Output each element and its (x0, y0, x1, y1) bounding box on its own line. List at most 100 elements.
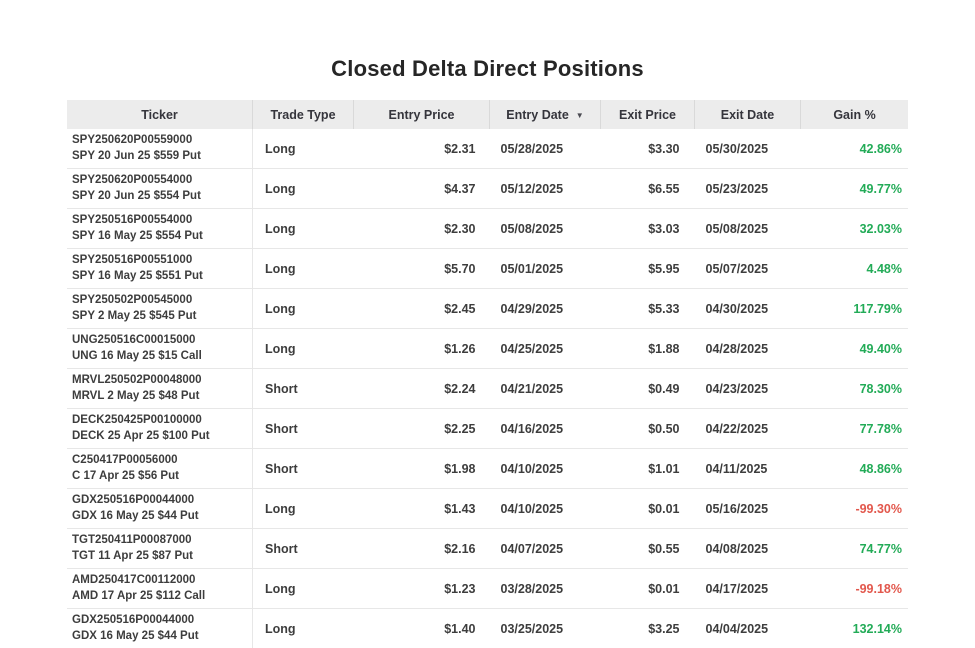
cell-exit_price: $5.95 (601, 249, 695, 289)
column-header-trade_type[interactable]: Trade Type (253, 100, 354, 129)
ticker-description: UNG 16 May 25 $15 Call (72, 349, 248, 364)
column-label: Entry Price (388, 108, 454, 122)
cell-gain_pct: 132.14% (801, 609, 909, 648)
cell-trade_type: Short (253, 369, 354, 409)
cell-trade_type: Long (253, 129, 354, 169)
cell-gain_pct: -99.18% (801, 569, 909, 609)
cell-entry_price: $1.26 (354, 329, 490, 369)
column-header-exit_price[interactable]: Exit Price (601, 100, 695, 129)
cell-exit_price: $0.01 (601, 489, 695, 529)
ticker-symbol: MRVL250502P00048000 (72, 373, 248, 388)
cell-entry_date: 05/28/2025 (490, 129, 601, 169)
cell-entry_date: 05/08/2025 (490, 209, 601, 249)
cell-exit_price: $3.30 (601, 129, 695, 169)
cell-exit_date: 04/08/2025 (695, 529, 801, 569)
ticker-symbol: AMD250417C00112000 (72, 573, 248, 588)
ticker-symbol: GDX250516P00044000 (72, 613, 248, 628)
cell-entry_price: $2.24 (354, 369, 490, 409)
cell-gain_pct: 78.30% (801, 369, 909, 409)
cell-exit_date: 04/28/2025 (695, 329, 801, 369)
column-label: Exit Date (721, 108, 775, 122)
cell-exit_date: 05/23/2025 (695, 169, 801, 209)
column-header-gain_pct[interactable]: Gain % (801, 100, 909, 129)
cell-trade_type: Short (253, 409, 354, 449)
ticker-symbol: C250417P00056000 (72, 453, 248, 468)
cell-entry_date: 03/25/2025 (490, 609, 601, 648)
cell-entry_price: $1.40 (354, 609, 490, 648)
page-title: Closed Delta Direct Positions (0, 0, 975, 82)
cell-exit_price: $0.50 (601, 409, 695, 449)
column-header-entry_date[interactable]: Entry Date ▼ (490, 100, 601, 129)
cell-trade_type: Long (253, 209, 354, 249)
ticker-symbol: UNG250516C00015000 (72, 333, 248, 348)
ticker-description: GDX 16 May 25 $44 Put (72, 629, 248, 644)
column-label: Entry Date (506, 108, 569, 122)
column-header-entry_price[interactable]: Entry Price (354, 100, 490, 129)
cell-entry_date: 04/21/2025 (490, 369, 601, 409)
ticker-symbol: DECK250425P00100000 (72, 413, 248, 428)
cell-exit_date: 04/04/2025 (695, 609, 801, 648)
cell-gain_pct: 48.86% (801, 449, 909, 489)
cell-entry_price: $2.45 (354, 289, 490, 329)
cell-entry_date: 04/29/2025 (490, 289, 601, 329)
cell-gain_pct: 117.79% (801, 289, 909, 329)
cell-entry_date: 04/10/2025 (490, 449, 601, 489)
cell-trade_type: Long (253, 569, 354, 609)
ticker-description: SPY 2 May 25 $545 Put (72, 309, 248, 324)
cell-entry_date: 04/16/2025 (490, 409, 601, 449)
cell-entry_price: $2.16 (354, 529, 490, 569)
cell-exit_price: $3.25 (601, 609, 695, 648)
cell-entry_date: 04/07/2025 (490, 529, 601, 569)
ticker-symbol: SPY250516P00551000 (72, 253, 248, 268)
page: Closed Delta Direct Positions Ticker Trad… (0, 0, 975, 597)
ticker-description: SPY 20 Jun 25 $554 Put (72, 189, 248, 204)
cell-exit_price: $3.03 (601, 209, 695, 249)
column-label: Ticker (141, 108, 178, 122)
column-label: Exit Price (619, 108, 676, 122)
cell-entry_date: 05/01/2025 (490, 249, 601, 289)
cell-exit_date: 05/07/2025 (695, 249, 801, 289)
sort-desc-icon: ▼ (576, 111, 584, 120)
ticker-description: MRVL 2 May 25 $48 Put (72, 389, 248, 404)
ticker-symbol: SPY250516P00554000 (72, 213, 248, 228)
cell-entry_price: $2.25 (354, 409, 490, 449)
cell-trade_type: Long (253, 609, 354, 648)
cell-gain_pct: 49.40% (801, 329, 909, 369)
cell-gain_pct: 77.78% (801, 409, 909, 449)
ticker-symbol: SPY250502P00545000 (72, 293, 248, 308)
ticker-description: SPY 20 Jun 25 $559 Put (72, 149, 248, 164)
ticker-symbol: SPY250620P00559000 (72, 133, 248, 148)
ticker-description: DECK 25 Apr 25 $100 Put (72, 429, 248, 444)
cell-exit_price: $0.49 (601, 369, 695, 409)
ticker-description: GDX 16 May 25 $44 Put (72, 509, 248, 524)
cell-trade_type: Long (253, 169, 354, 209)
cell-entry_price: $4.37 (354, 169, 490, 209)
column-header-ticker[interactable]: Ticker (67, 100, 253, 129)
column-header-exit_date[interactable]: Exit Date (695, 100, 801, 129)
cell-exit_date: 05/30/2025 (695, 129, 801, 169)
column-label: Trade Type (270, 108, 335, 122)
cell-gain_pct: -99.30% (801, 489, 909, 529)
cell-entry_price: $1.98 (354, 449, 490, 489)
cell-trade_type: Long (253, 329, 354, 369)
ticker-description: SPY 16 May 25 $554 Put (72, 229, 248, 244)
cell-entry_price: $5.70 (354, 249, 490, 289)
